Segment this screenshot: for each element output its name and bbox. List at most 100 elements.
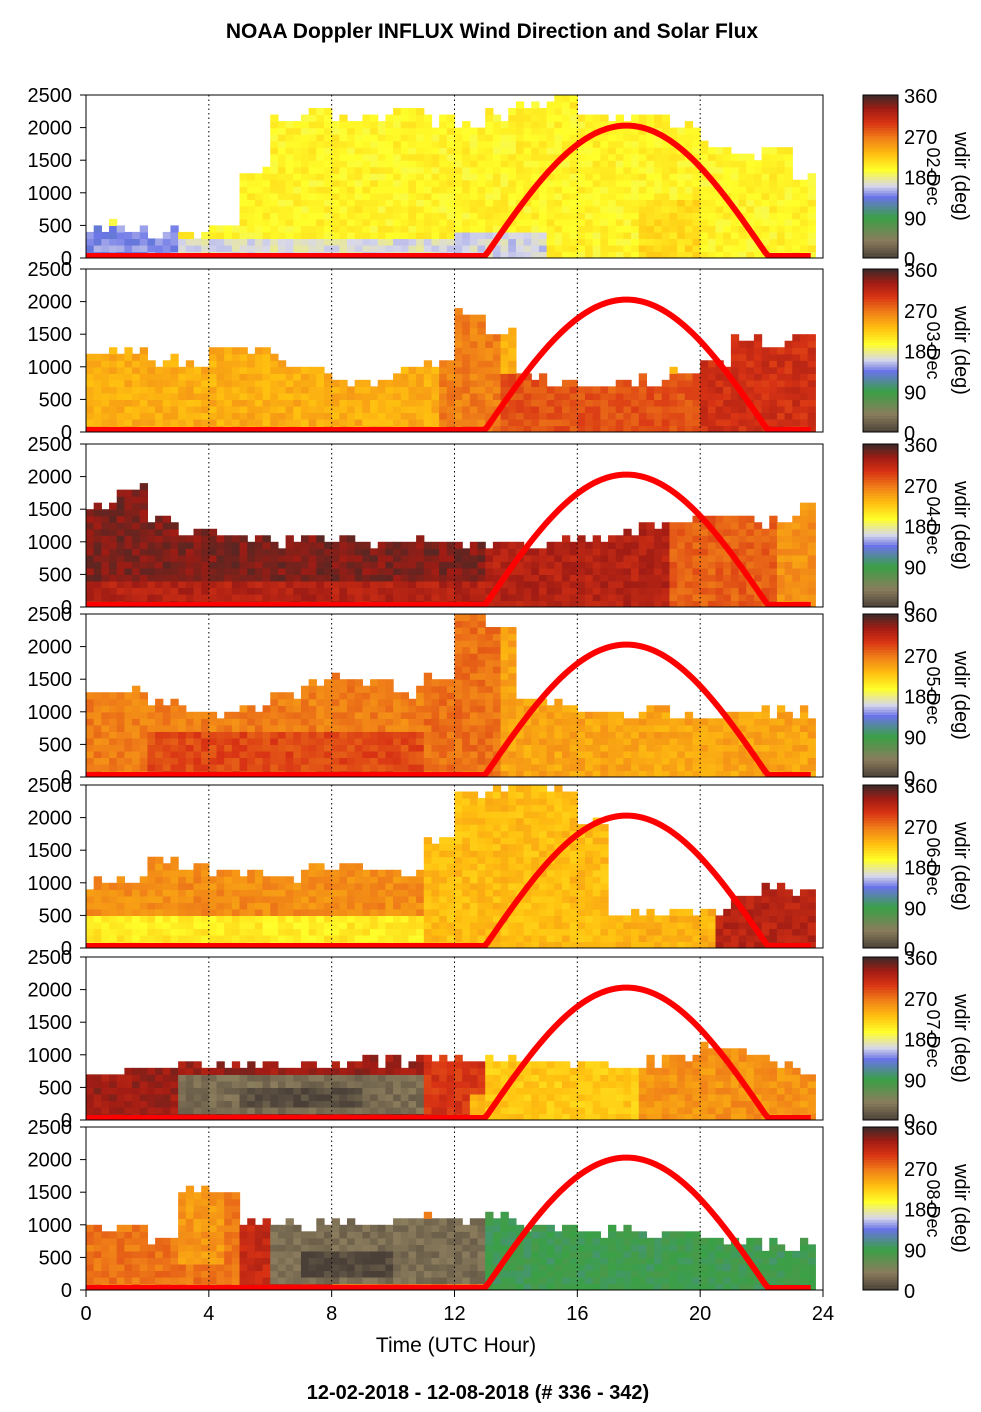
heatmap-cell <box>799 238 809 246</box>
heatmap-cell <box>339 140 348 148</box>
heatmap-cell <box>523 212 532 220</box>
heatmap-cell <box>339 392 348 400</box>
heatmap-cell <box>224 353 233 361</box>
heatmap-cell <box>354 418 363 427</box>
heatmap-cell <box>638 593 648 602</box>
heatmap-cell <box>615 225 624 233</box>
heatmap-cell <box>600 567 609 575</box>
heatmap-cell <box>477 212 486 220</box>
heatmap-cell <box>561 418 571 427</box>
heatmap-cell <box>638 147 648 155</box>
colorbar-frame <box>862 443 899 608</box>
heatmap-cell <box>508 770 517 777</box>
heatmap-cell <box>569 757 578 765</box>
heatmap-cell <box>285 574 294 582</box>
heatmap-cell <box>646 114 655 122</box>
colorbar-segment <box>863 525 898 529</box>
heatmap-cell <box>254 548 264 556</box>
heatmap-cell <box>638 580 648 589</box>
heatmap-cell <box>469 541 479 549</box>
heatmap-cell <box>531 166 540 174</box>
heatmap-cell <box>654 392 663 400</box>
heatmap-cell <box>331 731 340 739</box>
heatmap-cell <box>715 244 724 253</box>
heatmap-cell <box>730 386 740 394</box>
heatmap-cell <box>753 166 763 174</box>
colorbar-segment <box>863 111 898 115</box>
heatmap-cell <box>707 251 717 258</box>
heatmap-cell <box>308 179 317 187</box>
heatmap-cell <box>254 173 264 181</box>
heatmap-cell <box>631 140 640 148</box>
heatmap-cell <box>485 731 494 739</box>
heatmap-cell <box>500 737 509 745</box>
heatmap-cell <box>247 192 256 200</box>
heatmap-cell <box>277 724 287 732</box>
heatmap-cell <box>508 666 517 674</box>
heatmap-cell <box>508 763 517 772</box>
heatmap-cell <box>753 231 763 240</box>
heatmap-cell <box>277 692 287 700</box>
colorbar-segment <box>863 544 898 548</box>
heatmap-cell <box>669 251 678 258</box>
heatmap-cell <box>561 541 571 549</box>
heatmap-cell <box>738 340 747 348</box>
heatmap-cell <box>354 724 363 732</box>
heatmap-cell <box>799 567 809 575</box>
heatmap-cell <box>431 134 440 142</box>
heatmap-cell <box>262 399 271 407</box>
heatmap-cell <box>677 386 686 394</box>
heatmap-cell <box>385 718 394 726</box>
heatmap-cell <box>201 379 210 387</box>
heatmap-cell <box>677 392 686 400</box>
heatmap-cell <box>416 225 425 233</box>
heatmap-cell <box>661 244 671 253</box>
heatmap-cell <box>477 238 486 246</box>
heatmap-cell <box>316 212 325 220</box>
colorbar-segment <box>863 149 898 153</box>
heatmap-cell <box>439 737 448 745</box>
heatmap-cell <box>400 173 410 181</box>
heatmap-cell <box>270 173 279 181</box>
heatmap-cell <box>316 718 325 726</box>
heatmap-cell <box>308 134 317 142</box>
solar-flux-line <box>86 471 811 607</box>
heatmap-cell <box>439 593 448 602</box>
heatmap-cell <box>408 399 417 407</box>
heatmap-cell <box>446 744 456 752</box>
heatmap-cell <box>416 231 425 240</box>
heatmap-cell <box>170 353 179 361</box>
heatmap-cell <box>109 392 118 400</box>
heatmap-cell <box>677 186 686 194</box>
heatmap-cell <box>331 121 340 129</box>
heatmap-cell <box>124 405 133 414</box>
heatmap-cell <box>400 692 410 700</box>
heatmap-cell <box>254 373 264 381</box>
heatmap-cell <box>577 392 586 400</box>
colorbar-segment <box>863 339 898 343</box>
heatmap-cell <box>247 186 256 194</box>
heatmap-cell <box>339 238 348 246</box>
heatmap-cell <box>477 347 486 355</box>
heatmap-cell <box>193 567 202 575</box>
heatmap-cell <box>577 225 586 233</box>
heatmap-cell <box>769 515 778 523</box>
heatmap-cell <box>761 541 770 549</box>
heatmap-cell <box>300 567 310 575</box>
heatmap-cell <box>316 763 325 772</box>
heatmap-cell <box>546 711 555 719</box>
heatmap-cell <box>469 147 479 155</box>
heatmap-cell <box>769 225 778 233</box>
heatmap-cell <box>646 528 655 536</box>
heatmap-cell <box>331 724 340 732</box>
heatmap-cell <box>585 425 594 432</box>
heatmap-cell <box>393 698 402 706</box>
heatmap-cell <box>600 186 609 194</box>
heatmap-cell <box>523 199 532 207</box>
heatmap-cell <box>393 238 402 246</box>
heatmap-cell <box>577 199 586 207</box>
heatmap-cell <box>477 327 486 335</box>
heatmap-cell <box>531 399 540 407</box>
heatmap-cell <box>93 412 102 420</box>
heatmap-cell <box>416 140 425 148</box>
